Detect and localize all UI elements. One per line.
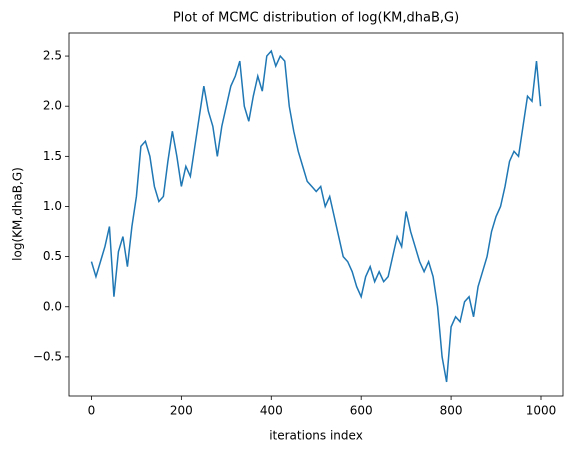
x-tick-label: 1000: [526, 404, 557, 418]
y-tick-label: 1.5: [43, 149, 62, 163]
plot-frame: [68, 32, 564, 397]
y-tick-label: −0.5: [33, 349, 62, 363]
chart-title: Plot of MCMC distribution of log(KM,dhaB…: [173, 11, 459, 26]
x-axis-label: iterations index: [269, 429, 363, 443]
trace-line: [90, 49, 542, 383]
x-tick-label: 0: [88, 404, 96, 418]
y-tick-label: 0.0: [43, 299, 62, 313]
y-tick-label: 1.0: [43, 199, 62, 213]
x-tick-label: 800: [440, 404, 463, 418]
x-tick-label: 200: [170, 404, 193, 418]
y-tick-label: 2.0: [43, 99, 62, 113]
x-tick-label: 600: [350, 404, 373, 418]
y-tick-label: 2.5: [43, 49, 62, 63]
x-tick-label: 400: [260, 404, 283, 418]
y-axis-label: log(KM,dhaB,G): [11, 167, 25, 261]
y-tick-label: 0.5: [43, 249, 62, 263]
